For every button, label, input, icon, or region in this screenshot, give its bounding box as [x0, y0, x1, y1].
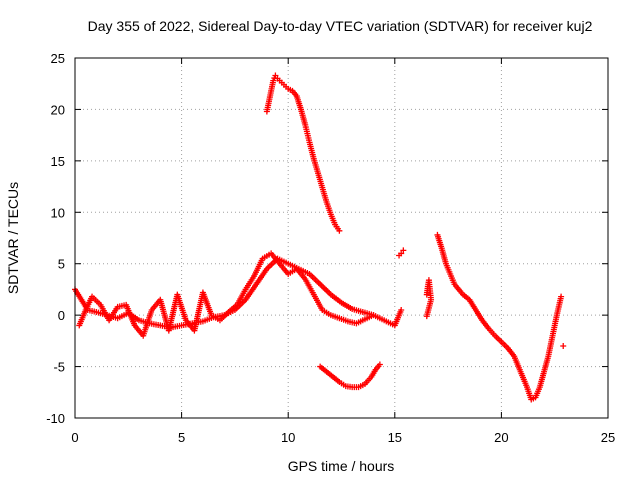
x-tick-label: 10	[281, 430, 295, 445]
data-point-short-segments	[400, 247, 407, 254]
chart-title: Day 355 of 2022, Sidereal Day-to-day VTE…	[88, 18, 593, 34]
y-tick-label: 0	[58, 308, 65, 323]
y-tick-label: -10	[46, 411, 65, 426]
y-tick-label: 10	[51, 205, 65, 220]
y-tick-label: 15	[51, 154, 65, 169]
y-axis-title: SDTVAR / TECUs	[5, 182, 21, 294]
y-tick-label: 5	[58, 257, 65, 272]
y-tick-label: -5	[53, 360, 65, 375]
data-point-short-segments	[398, 250, 405, 257]
x-tick-label: 20	[494, 430, 508, 445]
x-tick-label: 25	[601, 430, 615, 445]
plot-frame	[74, 57, 609, 419]
y-tick-label: 20	[51, 102, 65, 117]
axes: 0 5 10 15 20 25 -10 -5 0 5 10 15 20 25	[46, 51, 615, 445]
x-tick-label: 15	[388, 430, 402, 445]
x-tick-label: 5	[178, 430, 185, 445]
x-tick-label: 0	[71, 430, 78, 445]
data-point-evening-track	[560, 343, 567, 349]
data-point-baseline-track-b	[370, 312, 377, 319]
data-point-short-segments	[423, 313, 430, 320]
data-point-morning-arc	[336, 227, 343, 234]
x-axis-title: GPS time / hours	[288, 458, 395, 474]
data-point-negative-arc	[376, 361, 383, 368]
y-tick-label: 25	[51, 51, 65, 66]
data-points	[72, 72, 567, 403]
data-point-evening-track	[558, 293, 565, 300]
data-point-baseline-track-a	[398, 307, 405, 313]
data-point-morning-arc	[272, 72, 279, 79]
